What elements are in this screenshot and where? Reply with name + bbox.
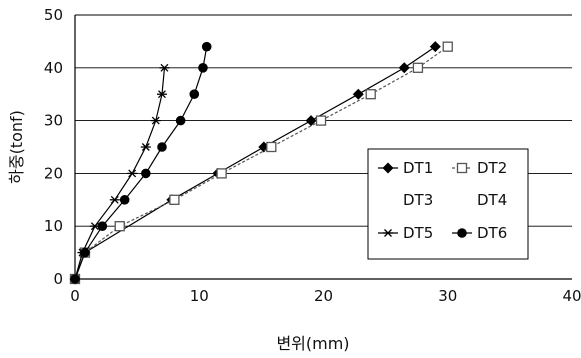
data-point-dt2-4 <box>216 168 227 179</box>
data-point-dt6-2 <box>97 221 108 231</box>
series-dt5 <box>70 63 170 283</box>
data-point-dt2-8 <box>412 62 424 73</box>
y-tick-label-2: 20 <box>44 164 63 182</box>
legend-entry-dt5: DT5 <box>378 224 433 242</box>
data-point-dt6-9 <box>201 41 212 52</box>
legend: DT1 DT2 DT3 DT4 DT5 DT6 <box>367 148 529 260</box>
legend-label-dt6: DT6 <box>477 224 507 242</box>
axes <box>74 15 572 280</box>
data-point-dt1-5 <box>305 115 317 127</box>
data-point-dt6-6 <box>175 115 186 126</box>
data-point-dt5-8 <box>159 63 170 72</box>
data-point-dt5-7 <box>156 90 167 99</box>
legend-entry-dt3: DT3 <box>403 191 433 209</box>
legend-entry-dt6: DT6 <box>452 224 507 242</box>
data-point-dt6-1 <box>80 247 90 258</box>
y-axis-title: 하중(tonf) <box>7 110 26 184</box>
data-point-dt1-6 <box>352 88 364 100</box>
data-point-dt6-7 <box>189 89 200 99</box>
legend-marker-dt1 <box>382 162 394 174</box>
legend-box <box>367 148 529 260</box>
x-tick-label-2: 20 <box>314 287 333 305</box>
legend-entry-dt1: DT1 <box>378 159 433 177</box>
y-tick-label-1: 10 <box>44 217 63 235</box>
data-point-dt6-8 <box>198 63 208 73</box>
x-tick-label-3: 30 <box>438 287 457 305</box>
series-line-dt6 <box>74 46 208 280</box>
x-tick-label-0: 0 <box>70 287 80 305</box>
data-point-dt2-5 <box>266 141 277 153</box>
legend-label-dt4: DT4 <box>477 191 507 209</box>
legend-label-dt3: DT3 <box>403 191 433 209</box>
x-tick-label-1: 10 <box>190 287 209 305</box>
legend-marker-dt6 <box>457 228 467 238</box>
legend-entry-dt2: DT2 <box>452 159 507 177</box>
data-point-dt5-3 <box>109 195 120 204</box>
data-point-dt2-9 <box>442 41 453 52</box>
legend-label-dt5: DT5 <box>403 224 433 242</box>
series-dt6 <box>70 41 212 284</box>
legend-label-dt2: DT2 <box>477 159 507 177</box>
data-point-dt2-6 <box>315 115 327 126</box>
data-point-dt6-4 <box>141 168 151 179</box>
data-point-dt6-0 <box>70 274 80 284</box>
y-tick-label-3: 30 <box>44 112 63 130</box>
series-line-dt2 <box>74 46 449 280</box>
data-point-dt6-3 <box>119 195 130 205</box>
legend-entry-dt4: DT4 <box>477 191 507 209</box>
legend-marker-dt5 <box>383 229 393 237</box>
data-point-dt5-5 <box>140 143 151 151</box>
legend-label-dt1: DT1 <box>403 159 433 177</box>
y-tick-label-4: 40 <box>44 59 63 77</box>
data-point-dt2-7 <box>365 89 376 100</box>
data-point-dt2-2 <box>114 221 125 232</box>
series <box>69 41 453 285</box>
data-point-dt1-8 <box>429 41 441 53</box>
x-tick-label-4: 40 <box>562 287 581 305</box>
y-tick-label-5: 50 <box>44 6 63 24</box>
data-point-dt5-4 <box>127 169 138 178</box>
data-point-dt6-5 <box>157 142 167 152</box>
data-point-dt5-6 <box>150 116 161 125</box>
y-tick-label-0: 0 <box>53 270 63 288</box>
data-point-dt1-7 <box>398 62 410 74</box>
legend-marker-dt2 <box>456 162 468 174</box>
x-axis-title: 변위(mm) <box>276 334 349 353</box>
tick-labels: 0 10 20 30 40 50 0 10 20 30 40 <box>44 6 581 305</box>
data-point-dt2-3 <box>169 194 180 205</box>
